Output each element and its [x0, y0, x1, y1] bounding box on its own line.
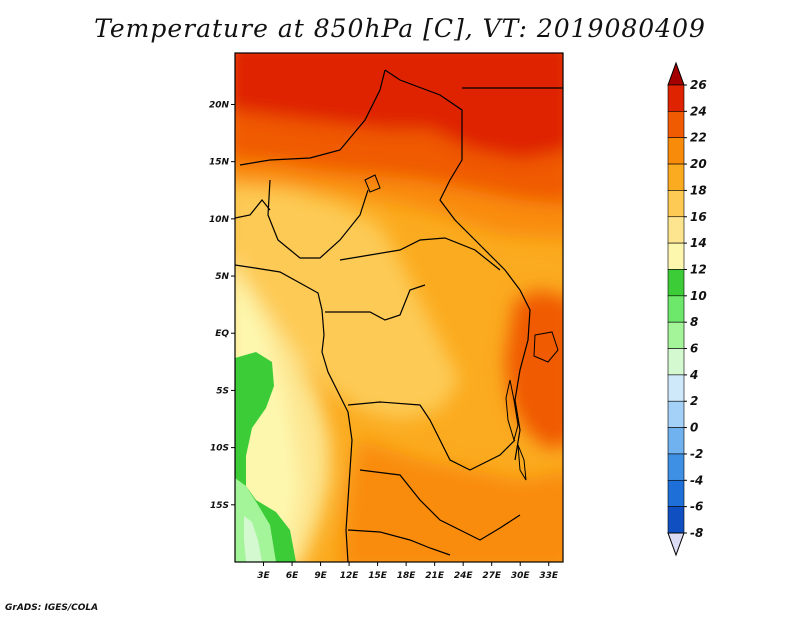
- lake-tanganyika: [505, 379, 519, 442]
- colorbar-label: 12: [690, 262, 707, 276]
- colorbar-label: 0: [690, 421, 698, 435]
- border-car: [339, 237, 501, 271]
- y-tick-label: 5S: [216, 386, 229, 396]
- y-tick-label: 10S: [210, 444, 229, 454]
- colorbar-label: 14: [690, 236, 707, 250]
- chart-title: Temperature at 850hPa [C], VT: 201908040…: [94, 14, 706, 43]
- colorbar-swatch: [667, 453, 685, 481]
- field-region-coast-pale: [244, 516, 262, 562]
- field-region-sahara-upper: [235, 111, 563, 204]
- colorbar-label: -8: [690, 526, 703, 540]
- field-region-southern-africa: [340, 440, 563, 562]
- border-east: [514, 289, 531, 461]
- lakes: [364, 174, 559, 481]
- x-tick-label: 9E: [314, 571, 327, 581]
- x-tick-label: 33E: [539, 571, 559, 581]
- colorbar-label: 26: [690, 78, 707, 92]
- lake-malawi: [517, 444, 527, 481]
- colorbar-swatch: [667, 321, 685, 349]
- colorbar-label: 10: [690, 289, 707, 303]
- x-tick-label: 30E: [511, 571, 531, 581]
- border-nigeria: [267, 179, 369, 259]
- colorbar-label: 24: [690, 104, 707, 118]
- colorbar-label: 6: [690, 342, 698, 356]
- colorbar-label: 4: [689, 368, 698, 382]
- x-axis: 3E 6E 9E 12E 15E 18E 21E 24E 27E 30E 33E: [257, 562, 559, 581]
- y-axis: 20N 15N 10N 5N EQ 5S 10S 15S: [209, 100, 235, 511]
- y-tick-label: 10N: [209, 215, 230, 225]
- colorbar-swatch: [667, 269, 685, 297]
- plot-frame: [234, 52, 564, 563]
- x-tick-label: 15E: [368, 571, 388, 581]
- x-tick-label: 27E: [482, 571, 502, 581]
- y-tick-label: 5N: [215, 272, 229, 282]
- colorbar-swatch: [667, 400, 685, 428]
- lake-victoria: [533, 331, 559, 363]
- colorbar-swatch: [667, 242, 685, 270]
- colorbar-top-triangle: [667, 61, 685, 86]
- colorbar-label: 8: [690, 315, 698, 329]
- colorbar-label: 2: [690, 394, 698, 408]
- colorbar-swatch: [667, 506, 685, 534]
- coastline: [235, 264, 353, 562]
- map-plot-area: [235, 53, 563, 562]
- colorbar-swatch: [667, 479, 685, 507]
- colorbar-swatch: [667, 295, 685, 323]
- colorbar-swatch: [667, 427, 685, 455]
- grads-credit: GrADS: IGES/COLA: [5, 603, 99, 613]
- colorbar-label: 22: [690, 131, 707, 145]
- colorbar-swatch: [667, 190, 685, 218]
- border-congo: [325, 284, 426, 321]
- field-region-central-africa: [235, 185, 460, 420]
- border-chad: [384, 69, 521, 291]
- colorbar-label: -6: [690, 500, 703, 514]
- colorbar-swatch: [667, 137, 685, 165]
- colorbar-swatch: [667, 374, 685, 402]
- y-tick-label: 20N: [209, 100, 230, 110]
- colorbar-label: -4: [690, 473, 703, 487]
- colorbar-swatch: [667, 163, 685, 191]
- x-tick-label: 12E: [340, 571, 360, 581]
- colorbar-swatch: [667, 348, 685, 376]
- border-west-1: [235, 199, 271, 219]
- border-south: [347, 529, 451, 556]
- colorbar-label: 20: [690, 157, 707, 171]
- colorbar-label: -2: [690, 447, 703, 461]
- y-tick-label: 15N: [209, 158, 230, 168]
- x-tick-label: 24E: [454, 571, 474, 581]
- colorbar-swatch: [667, 84, 685, 112]
- x-tick-label: 21E: [425, 571, 445, 581]
- y-tick-label: 15S: [210, 501, 229, 511]
- field-region-atlantic-coast: [235, 282, 300, 562]
- y-tick-label: EQ: [215, 329, 229, 339]
- colorbar-swatch: [667, 111, 685, 139]
- border-sahel: [239, 69, 386, 166]
- border-drc-angola: [347, 401, 516, 471]
- temperature-field: [235, 53, 563, 562]
- x-tick-label: 3E: [257, 571, 270, 581]
- colorbar-label: 16: [690, 210, 707, 224]
- map-borders: [235, 69, 563, 562]
- field-region-sahara-north: [235, 53, 563, 160]
- lake-chad: [364, 174, 381, 193]
- x-tick-label: 6E: [286, 571, 299, 581]
- colorbar-bottom-triangle: [667, 532, 685, 557]
- colorbar-label: 18: [690, 183, 707, 197]
- x-tick-label: 18E: [397, 571, 417, 581]
- colorbar-swatch: [667, 216, 685, 244]
- field-region-sahel: [235, 160, 563, 240]
- border-zambia: [359, 469, 521, 541]
- field-region-east-africa-rift: [505, 290, 563, 450]
